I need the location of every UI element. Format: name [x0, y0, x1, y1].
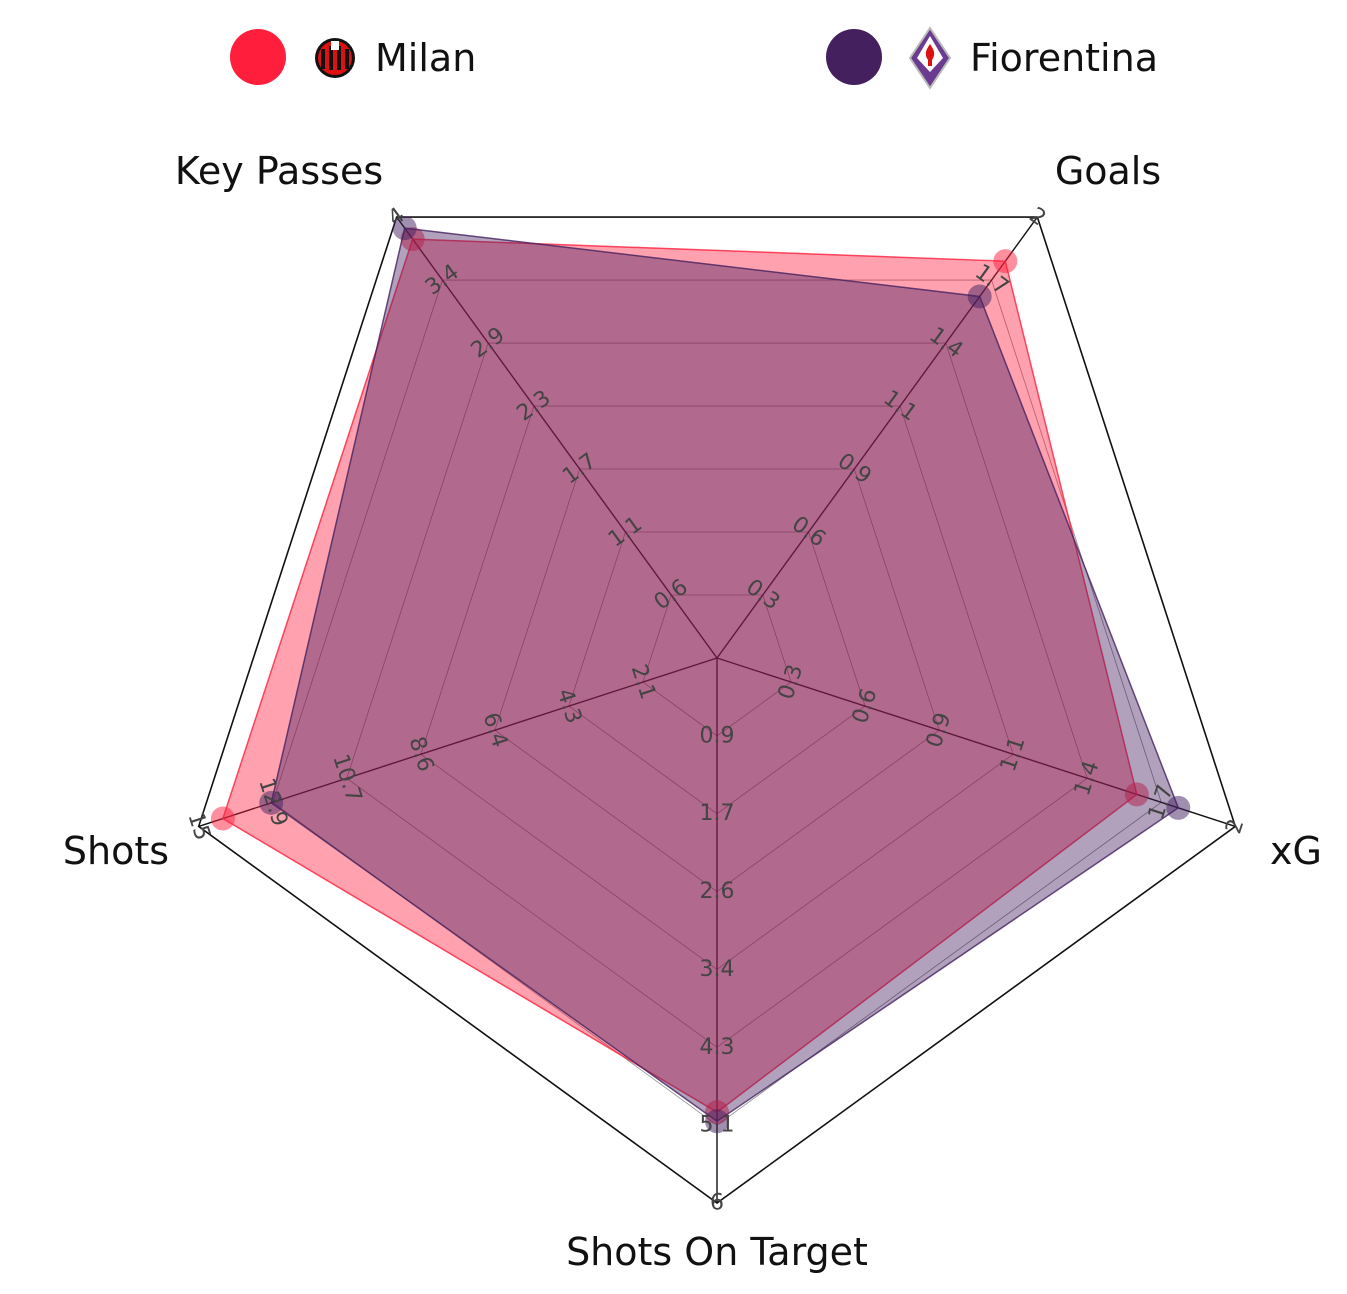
- data-point-milan-xg: [1124, 782, 1149, 807]
- tick-label-shots-on-target: 4.3: [700, 1035, 735, 1060]
- radar-axis-labels: Key Passes Goals xG Shots On Target Shots: [63, 149, 1322, 1274]
- legend-marker-fiorentina: [826, 29, 882, 85]
- radar-ring: [272, 279, 1162, 1126]
- data-point-fiorentina-shots: [259, 790, 284, 815]
- axis-spoke-key-passes: [396, 216, 718, 659]
- legend-label-milan: Milan: [375, 36, 476, 80]
- fiorentina-crest-icon: [908, 26, 952, 90]
- radar-ring: [346, 342, 1088, 1048]
- tick-label-goals: 2: [1024, 203, 1050, 231]
- tick-label-shots-on-target: 5.1: [700, 1113, 735, 1138]
- series-area-milan: [221, 238, 1138, 1114]
- data-point-fiorentina-goals: [967, 284, 992, 309]
- axis-label-shots-on-target: Shots On Target: [566, 1230, 868, 1274]
- legend-label-fiorentina: Fiorentina: [970, 36, 1158, 80]
- radar-series: [210, 216, 1191, 1134]
- axis-spoke-xg: [716, 657, 1236, 828]
- tick-label-shots: 15: [182, 809, 214, 843]
- axis-label-key-passes: Key Passes: [175, 149, 383, 193]
- radar-ring: [568, 531, 866, 815]
- radar-ring: [642, 594, 792, 737]
- axis-label-shots: Shots: [63, 829, 169, 873]
- axis-spoke-shots: [198, 657, 718, 828]
- radar-ring: [494, 468, 940, 893]
- data-point-fiorentina-xg: [1166, 795, 1191, 820]
- series-area-fiorentina: [270, 227, 1180, 1123]
- tick-label-shots-on-target: 0.9: [700, 723, 735, 748]
- tick-label-shots-on-target: 6: [710, 1191, 724, 1216]
- legend-marker-milan: [230, 29, 286, 85]
- tick-label-shots-on-target: 2.6: [700, 879, 735, 904]
- axis-label-xg: xG: [1270, 829, 1322, 873]
- legend: Milan Fiorentina: [230, 26, 1158, 90]
- data-point-fiorentina-shots-on-target: [705, 1109, 729, 1134]
- data-point-fiorentina-key-passes: [392, 216, 417, 241]
- tick-label-shots-on-target: 3.4: [700, 957, 735, 982]
- radar-outer-ring: [197, 216, 1237, 1204]
- axis-label-goals: Goals: [1055, 149, 1161, 193]
- tick-label-shots-on-target: 1.7: [700, 801, 735, 826]
- radar-ring: [420, 405, 1014, 970]
- data-point-milan-goals: [993, 249, 1018, 274]
- data-point-milan-shots: [210, 806, 235, 831]
- ac-milan-crest-icon: [315, 38, 355, 78]
